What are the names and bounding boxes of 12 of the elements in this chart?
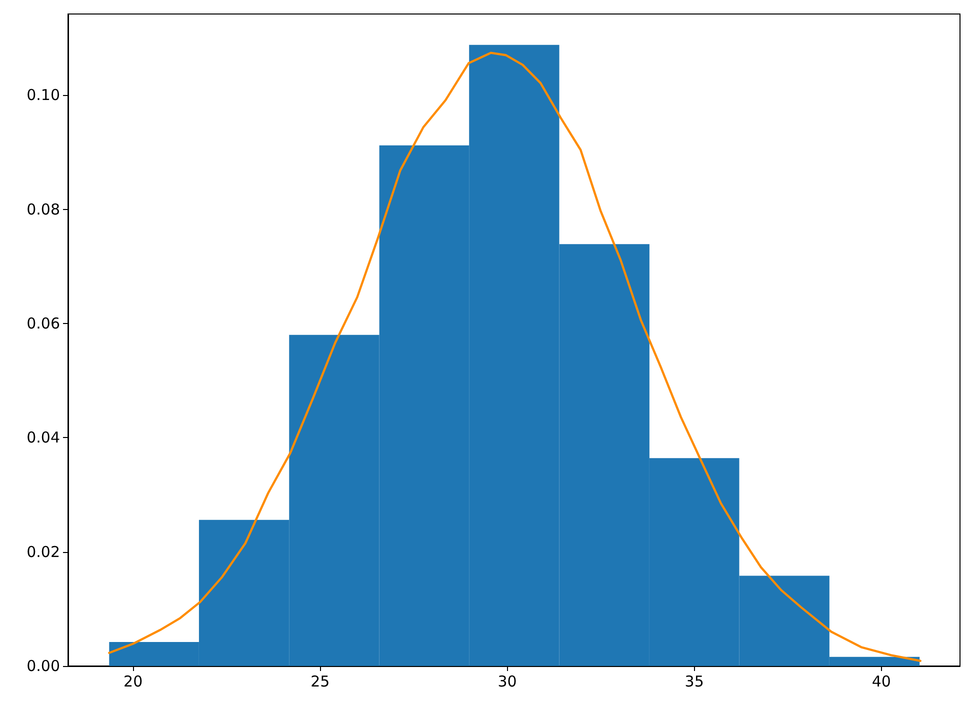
x-tick-label: 30 [498, 672, 517, 690]
y-tick-label: 0.06 [26, 314, 60, 332]
x-tick-label: 35 [684, 672, 704, 690]
x-tick-label: 25 [310, 672, 330, 690]
y-tick-label: 0.04 [26, 428, 60, 447]
y-tick-label: 0.08 [26, 200, 60, 218]
line-series [108, 52, 922, 662]
y-tick-label: 0.00 [26, 657, 60, 675]
y-tick-label: 0.02 [26, 542, 60, 561]
x-tick-label: 40 [872, 672, 891, 690]
y-tick-label: 0.10 [26, 86, 60, 104]
x-tick-label: 20 [124, 672, 143, 690]
